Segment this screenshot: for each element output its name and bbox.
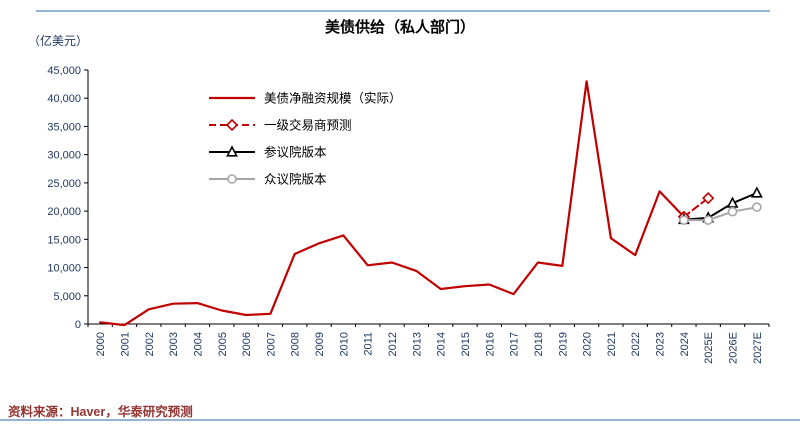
x-tick-label: 2017 <box>509 332 521 356</box>
x-tick-label: 2002 <box>144 332 156 356</box>
chart-title: 美债供给（私人部门） <box>324 19 475 36</box>
legend-item-house-version: 众议院版本 <box>209 173 327 187</box>
x-tick-label: 2022 <box>630 332 642 356</box>
x-tick-label: 2001 <box>119 332 131 356</box>
svg-text:30,000: 30,000 <box>47 150 81 162</box>
svg-text:40,000: 40,000 <box>47 93 81 105</box>
x-tick-label: 2024 <box>679 332 691 356</box>
x-tick-label: 2018 <box>533 332 545 356</box>
svg-text:10,000: 10,000 <box>47 263 81 275</box>
legend-label: 一级交易商预测 <box>264 118 352 133</box>
x-tick-label: 2007 <box>265 332 277 356</box>
x-tick-label: 2015 <box>460 332 472 356</box>
x-tick-label: 2003 <box>168 332 180 356</box>
x-tick-label: 2019 <box>557 332 569 356</box>
legend-item-senate-version: 参议院版本 <box>209 145 327 160</box>
legend-label: 参议院版本 <box>264 145 327 160</box>
x-tick-label: 2014 <box>436 332 448 356</box>
x-tick-label: 2005 <box>217 332 229 356</box>
bottom-divider-rule <box>0 419 800 421</box>
x-tick-label: 2008 <box>290 332 302 356</box>
y-axis-unit-label: （亿美元） <box>28 34 89 48</box>
x-tick-label: 2006 <box>241 332 253 356</box>
series-actual <box>99 80 685 327</box>
x-tick-label: 2023 <box>655 332 667 356</box>
x-tick-label: 2012 <box>387 332 399 356</box>
series-house-version <box>679 202 762 225</box>
top-divider-rule <box>36 10 770 12</box>
legend-item-dealer-forecast: 一级交易商预测 <box>209 118 352 133</box>
legend-label: 众议院版本 <box>264 173 327 187</box>
svg-text:20,000: 20,000 <box>47 206 81 218</box>
x-tick-label: 2020 <box>582 332 594 356</box>
x-axis: 2000 2001 2002 2003 2004 2005 2006 2007 2008 2009… <box>87 323 770 364</box>
source-note: 资料来源：Haver，华泰研究预测 <box>8 405 193 419</box>
x-tick-label: 2026E <box>728 332 740 364</box>
x-tick-label: 2004 <box>192 332 204 356</box>
x-tick-label: 2021 <box>606 332 618 356</box>
x-tick-label: 2025E <box>703 332 715 364</box>
x-tick-label: 2000 <box>95 332 107 356</box>
legend-label: 美债净融资规模（实际） <box>264 91 402 106</box>
x-tick-label: 2016 <box>484 332 496 356</box>
x-tick-label: 2013 <box>411 332 423 356</box>
svg-text:35,000: 35,000 <box>47 121 81 133</box>
x-tick-label: 2027E <box>752 332 764 364</box>
x-tick-label: 2011 <box>363 332 375 356</box>
series-senate-version <box>677 186 763 225</box>
svg-text:15,000: 15,000 <box>47 234 81 246</box>
legend-item-actual: 美债净融资规模（实际） <box>209 91 402 106</box>
x-tick-label: 2010 <box>338 332 350 356</box>
y-axis: 0 5,000 10,000 15,000 20,000 25,000 30,000 35,0… <box>47 65 89 331</box>
svg-text:5,000: 5,000 <box>53 291 81 303</box>
svg-text:45,000: 45,000 <box>47 65 81 77</box>
svg-text:0: 0 <box>75 319 81 331</box>
x-tick-label: 2009 <box>314 332 326 356</box>
treasury-supply-line-chart: 0 5,000 10,000 15,000 20,000 25,000 30,000 35,0… <box>47 65 770 364</box>
svg-text:25,000: 25,000 <box>47 178 81 190</box>
